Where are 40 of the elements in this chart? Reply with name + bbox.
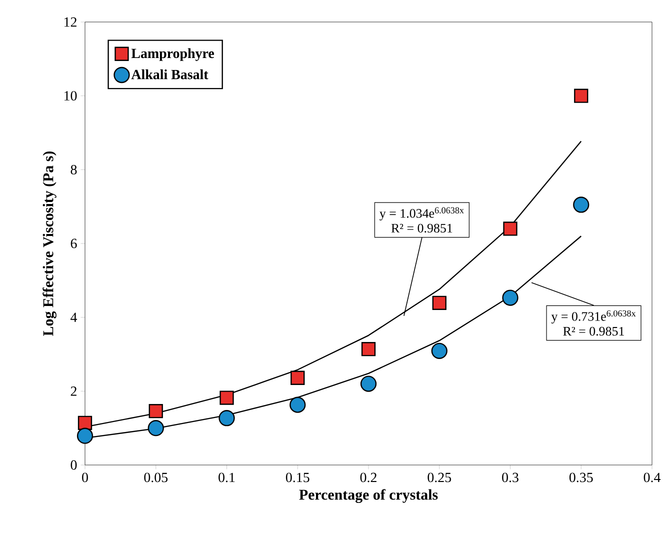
x-tick-label: 0 xyxy=(82,472,88,482)
y-tick-label: 2 xyxy=(70,386,76,396)
point xyxy=(361,342,376,356)
annotation: y = 1.034e$^{6.0638x}$ xyxy=(380,207,464,220)
point xyxy=(78,416,92,430)
y-tick-label: 4 xyxy=(70,312,78,322)
point xyxy=(574,88,588,103)
y-tick-label: 6 xyxy=(70,238,77,248)
point xyxy=(573,196,590,213)
x-tick-label: 0.15 xyxy=(286,472,310,482)
x-tick-label: 0.05 xyxy=(144,472,168,482)
y-tick-label: 12 xyxy=(64,17,76,27)
x-axis-title: Percentage of crystals xyxy=(299,489,438,503)
annotation: y = 0.731e$^{6.0638x}$ xyxy=(551,310,636,324)
point xyxy=(503,222,518,236)
x-tick-label: 0.2 xyxy=(360,472,376,482)
y-tick-label: 0 xyxy=(70,460,77,470)
point xyxy=(220,390,234,405)
y-axis-title: Log Effective Viscosity (Pa s) xyxy=(42,151,56,336)
x-tick-label: 0.1 xyxy=(218,472,235,482)
point xyxy=(148,420,164,436)
point xyxy=(148,404,163,418)
y-tick-label: 8 xyxy=(70,164,77,174)
point xyxy=(431,342,448,359)
x-tick-label: 0.25 xyxy=(428,472,452,482)
point xyxy=(218,410,235,426)
y-tick-label: 10 xyxy=(64,91,77,101)
x-tick-label: 0.35 xyxy=(569,472,593,482)
point xyxy=(432,296,446,310)
legend-label: Alkali Basalt xyxy=(131,69,208,80)
x-tick-label: 0.4 xyxy=(644,472,661,482)
legend-label: Lamprophyre xyxy=(131,48,214,61)
point xyxy=(360,376,377,392)
x-tick-label: 0.3 xyxy=(502,472,518,482)
annotation: R² = 0.9851 xyxy=(563,326,624,336)
point xyxy=(290,396,306,413)
annotation: R² = 0.9851 xyxy=(391,224,452,233)
point xyxy=(290,370,305,385)
point xyxy=(76,428,94,444)
point xyxy=(502,290,518,306)
